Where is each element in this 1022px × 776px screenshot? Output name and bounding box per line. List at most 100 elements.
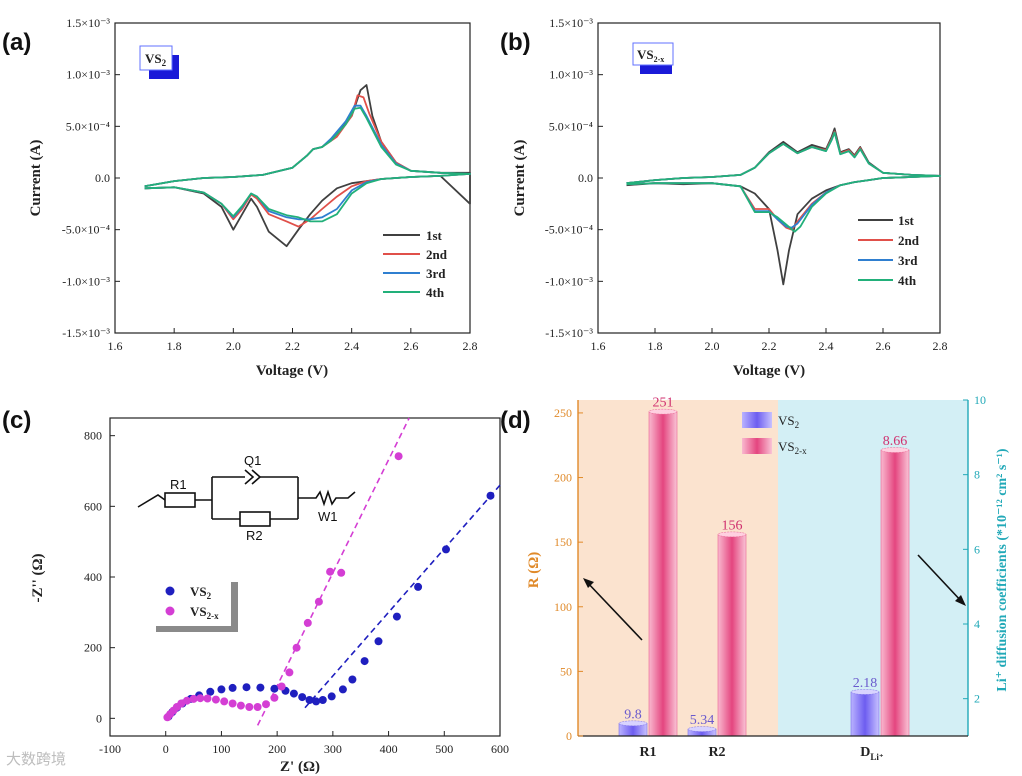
c-point-VS2 [298,693,307,702]
c-point-VS2 [289,689,298,698]
inset-box-b [632,42,674,66]
c-xtick-label: -100 [99,742,121,756]
a-ytick-label: 0.0 [95,171,110,185]
legend-text-1st: 1st [426,228,443,243]
c-point-VS2 [270,684,279,693]
d-bar-cap-VS2-R2 [687,726,717,732]
b-xtick-label: 2.4 [819,339,834,353]
inset-label-a: VS2 [145,51,167,68]
series-group-c [163,452,495,722]
d-bar-VS2-x-D_Li+ [880,449,910,737]
legend-swatch-vs2 [742,412,772,428]
ylabel-a: Current (A) [28,140,44,217]
inset-label-b: VS2-x [637,47,664,64]
d-data-label-VS2-R2: 5.34 [690,713,715,728]
a-ytick-label: 5.0×10⁻⁴ [66,119,110,133]
xlabel-b: Voltage (V) [733,363,805,379]
bars-d: 9.8 5.34 2.18 251 156 8.66 [618,396,910,737]
c-point-VS2 [217,685,226,694]
d-ytick-label-right: 10 [974,393,986,407]
c-point-VS2-x [236,701,245,710]
d-ytick-label-right: 2 [974,692,980,706]
b-ytick-label: 1.0×10⁻³ [549,68,593,82]
c-point-VS2 [318,696,327,704]
b-xtick-label: 2.6 [876,339,891,353]
equivalent-circuit [137,469,356,527]
d-data-label-VS2-R1: 9.8 [624,707,642,722]
c-point-VS2-x [228,699,237,708]
panel-label-a: (a) [2,29,31,56]
c-xtick-label: 200 [268,742,286,756]
arrow-right-axis [917,554,964,604]
a-xtick-label: 1.6 [108,339,123,353]
a-ytick-label: 1.5×10⁻³ [66,16,110,30]
axes-b: 1.6 1.8 2.0 2.2 2.4 2.6 2.8 1.5×10⁻³ 1.0×10⁻³ 5.0… [545,16,948,353]
c-point-VS2-x [211,695,220,704]
ylabel-c: -Z'' (Ω) [30,553,46,602]
c-point-VS2-x [262,700,270,709]
panel-c: -100 0 100 200 300 400 500 600 0 200 400 600 800 Z' … [30,417,509,775]
legend-c-box [147,574,231,626]
b-ytick-label: 0.0 [578,171,593,185]
axes-d: 0 50 100 150 200 250 2 4 6 8 10 R1 R2 DLi⁺ [554,393,986,762]
b-series-4th [626,131,941,233]
b-xtick-label: 2.2 [762,339,777,353]
arrow-left-axis [584,579,643,641]
d-data-label-VS2-x-D_Li+: 8.66 [883,434,908,449]
circuit-lead-in [137,494,166,508]
a-series-2nd [144,94,471,228]
legend-text-b-3rd: 3rd [898,253,918,268]
arrowhead-right [955,595,966,606]
d-bar-VS2-D_Li+ [850,691,880,737]
c-point-VS2-x [314,597,323,606]
d-ytick-label-right: 8 [974,468,980,482]
xlabel-c: Z' (Ω) [280,759,320,775]
c-point-VS2-x [303,618,312,627]
c-point-VS2-x [292,643,301,652]
c-point-VS2 [256,683,265,692]
c-point-VS2 [442,545,450,554]
d-category-label-r2: R2 [708,745,725,760]
legend-text-d-vs2: VS2 [778,413,799,430]
c-point-VS2 [486,491,495,500]
c-xtick-label: 100 [212,742,230,756]
c-xtick-label: 300 [324,742,342,756]
c-point-VS2-x [203,694,212,703]
b-xtick-label: 1.8 [648,339,663,353]
c-point-VS2 [392,612,401,621]
c-point-VS2 [327,692,336,701]
series-group-b [626,127,941,286]
fit-lines-c [256,417,501,726]
legend-a: 1st 2nd 3rd 4th [383,228,448,300]
c-point-VS2-x [220,697,229,706]
bg-region-diffusion [778,400,968,736]
legend-text-3rd: 3rd [426,266,446,281]
b-xtick-label: 2.0 [705,339,720,353]
d-data-label-VS2-x-R1: 251 [653,396,674,411]
c-point-VS2-x [326,567,335,576]
a-ytick-label: -5.0×10⁻⁴ [62,223,110,237]
c-ytick-label: 800 [84,429,102,443]
circuit-r2 [239,511,271,527]
legend-text-b-4th: 4th [898,273,917,288]
c-point-VS2 [305,696,314,704]
a-xtick-label: 2.0 [226,339,241,353]
c-point-VS2 [206,687,215,696]
panel-label-b: (b) [500,29,531,56]
legend-text-vs2: VS2 [190,584,212,601]
c-point-VS2-x [196,694,205,703]
a-series-3rd [144,104,471,221]
b-xtick-label: 2.8 [933,339,948,353]
b-ytick-label: -1.0×10⁻³ [545,274,593,288]
a-xtick-label: 2.8 [463,339,478,353]
c-ytick-label: 200 [84,641,102,655]
c-point-VS2-x [277,682,286,691]
a-xtick-label: 2.4 [344,339,359,353]
b-ytick-label: -1.5×10⁻³ [545,326,593,340]
d-category-label-r1: R1 [639,745,656,760]
c-point-VS2-x [337,568,346,577]
legend-text-b-2nd: 2nd [898,233,920,248]
panel-a: VS2 1.6 1.8 2.0 2.2 2.4 2.6 2.8 1.5×10⁻³ 1.0×10⁻… [28,16,478,379]
axes-c: -100 0 100 200 300 400 500 600 0 200 400 600 800 [84,429,509,756]
